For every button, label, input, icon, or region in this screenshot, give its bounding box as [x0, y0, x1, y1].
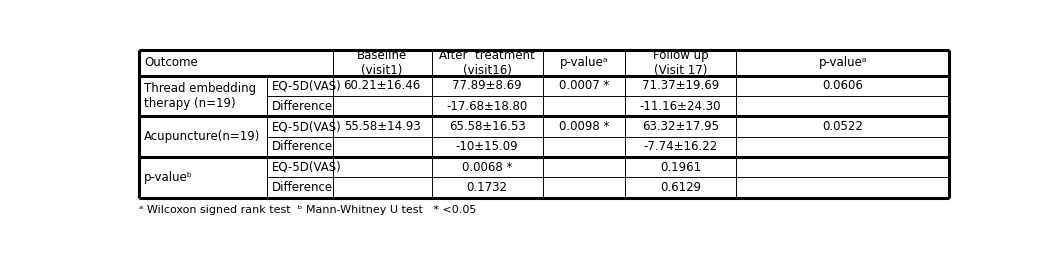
Text: Difference: Difference: [272, 140, 333, 154]
Text: EQ-5D(VAS): EQ-5D(VAS): [272, 161, 342, 174]
Text: 0.0098 *: 0.0098 *: [559, 120, 609, 133]
Text: -7.74±16.22: -7.74±16.22: [644, 140, 718, 154]
Text: 65.58±16.53: 65.58±16.53: [449, 120, 526, 133]
Text: Difference: Difference: [272, 100, 333, 113]
Text: Follow up
(Visit 17): Follow up (Visit 17): [653, 48, 708, 77]
Text: EQ-5D(VAS): EQ-5D(VAS): [272, 120, 342, 133]
Text: Acupuncture(n=19): Acupuncture(n=19): [144, 130, 260, 143]
Text: -10±15.09: -10±15.09: [456, 140, 518, 154]
Text: 0.0606: 0.0606: [822, 79, 863, 92]
Text: 0.1961: 0.1961: [660, 161, 701, 174]
Text: Difference: Difference: [272, 181, 333, 194]
Text: p-valueᵃ: p-valueᵃ: [560, 56, 609, 69]
Text: ᵃ Wilcoxon signed rank test  ᵇ Mann-Whitney U test   * <0.05: ᵃ Wilcoxon signed rank test ᵇ Mann-Whitn…: [139, 205, 477, 215]
Text: 0.0007 *: 0.0007 *: [559, 79, 609, 92]
Text: 71.37±19.69: 71.37±19.69: [641, 79, 719, 92]
Text: 77.89±8.69: 77.89±8.69: [452, 79, 521, 92]
Text: p-valueᵃ: p-valueᵃ: [819, 56, 867, 69]
Text: EQ-5D(VAS): EQ-5D(VAS): [272, 79, 342, 92]
Text: 63.32±17.95: 63.32±17.95: [643, 120, 719, 133]
Text: -17.68±18.80: -17.68±18.80: [446, 100, 528, 113]
Text: 0.0068 *: 0.0068 *: [462, 161, 512, 174]
Text: Thread embedding
therapy (n=19): Thread embedding therapy (n=19): [144, 82, 256, 110]
Text: 0.6129: 0.6129: [660, 181, 701, 194]
Text: 0.1732: 0.1732: [466, 181, 508, 194]
Text: Baseline
(visit1): Baseline (visit1): [357, 48, 407, 77]
Text: 55.58±14.93: 55.58±14.93: [344, 120, 421, 133]
Text: Outcome: Outcome: [144, 56, 198, 69]
Text: 0.0522: 0.0522: [822, 120, 863, 133]
Text: 60.21±16.46: 60.21±16.46: [343, 79, 421, 92]
Text: After  treatment
(visit16): After treatment (visit16): [440, 48, 535, 77]
Text: -11.16±24.30: -11.16±24.30: [639, 100, 721, 113]
Text: p-valueᵇ: p-valueᵇ: [144, 171, 193, 184]
